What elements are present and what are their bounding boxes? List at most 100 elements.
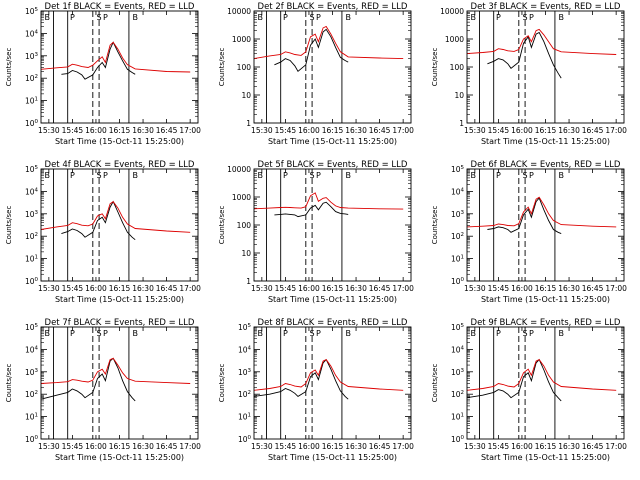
y-tick-label: 100 [25, 435, 39, 444]
region-marker: S [523, 329, 528, 338]
chart-panel-3: Det 3f BLACK = Events, RED = LLD Counts/s… [431, 2, 627, 146]
x-tick-label: 15:45 [488, 284, 510, 293]
region-marker: B [558, 13, 564, 22]
x-tick-label: 15:45 [488, 442, 510, 451]
region-marker: B [471, 171, 477, 180]
x-axis-label: Start Time (15-Oct-11 15:25:00) [268, 137, 397, 146]
lld-series-line [466, 359, 617, 391]
chart-panel-7: Det 7f BLACK = Events, RED = LLD Counts/s… [5, 318, 201, 462]
region-marker: P [70, 329, 75, 338]
region-marker: S [97, 13, 102, 22]
region-marker: S [310, 329, 315, 338]
y-tick-label: 101 [238, 413, 251, 422]
x-tick-label: 17:00 [179, 126, 201, 135]
plot-frame [253, 168, 412, 282]
chart-panel-9: Det 9f BLACK = Events, RED = LLD Counts/s… [431, 318, 627, 462]
x-axis-label: Start Time (15-Oct-11 15:25:00) [55, 295, 184, 304]
region-marker: B [132, 171, 138, 180]
lld-series-line [253, 25, 404, 60]
x-tick-label: 15:45 [62, 442, 84, 451]
y-tick-label: 100 [451, 277, 465, 286]
y-tick-label: 103 [451, 210, 465, 219]
region-marker: B [45, 13, 51, 22]
y-tick-label: 103 [238, 368, 252, 377]
y-axis-label: Counts/sec [218, 364, 226, 403]
events-series-line [487, 31, 562, 79]
x-tick-label: 17:00 [179, 284, 201, 293]
x-tick-label: 16:45 [369, 126, 391, 135]
x-axis-label: Start Time (15-Oct-11 15:25:00) [55, 453, 184, 462]
events-series-line [40, 357, 136, 402]
region-marker: P [70, 13, 75, 22]
events-series-line [274, 28, 349, 72]
events-series-line [274, 201, 349, 218]
y-tick-label: 105 [238, 323, 252, 332]
y-tick-label: 102 [25, 232, 38, 241]
x-tick-label: 16:30 [558, 126, 580, 135]
chart-panel-6: Det 6f BLACK = Events, RED = LLD Counts/s… [431, 160, 627, 304]
y-tick-label: 103 [25, 210, 39, 219]
region-marker: P [529, 171, 534, 180]
x-tick-label: 16:15 [109, 284, 131, 293]
region-marker: P [496, 13, 501, 22]
region-marker: P [103, 13, 108, 22]
y-tick-label: 102 [238, 390, 251, 399]
y-tick-label: 103 [25, 368, 39, 377]
y-tick-label: 105 [25, 7, 39, 16]
y-tick-label: 101 [25, 413, 38, 422]
region-marker: B [471, 13, 477, 22]
plot-frame [253, 10, 412, 124]
y-tick-label: 100 [25, 277, 39, 286]
y-tick-label: 1 [246, 277, 251, 286]
x-tick-label: 16:45 [156, 442, 178, 451]
y-axis-label: Counts/sec [5, 364, 13, 403]
region-marker: B [558, 171, 564, 180]
x-tick-label: 17:00 [179, 442, 201, 451]
y-axis-label: Counts/sec [431, 48, 439, 87]
x-tick-label: 16:30 [345, 126, 367, 135]
y-axis-label: Counts/sec [218, 206, 226, 245]
x-tick-label: 16:45 [369, 442, 391, 451]
y-tick-label: 104 [451, 345, 465, 354]
region-marker: P [283, 329, 288, 338]
x-tick-label: 16:30 [345, 442, 367, 451]
events-series-line [466, 358, 562, 402]
chart-title: Det 6f BLACK = Events, RED = LLD [471, 160, 621, 170]
y-tick-label: 1000 [445, 35, 464, 44]
plot-frame [40, 10, 199, 124]
region-marker: B [345, 13, 351, 22]
chart-title: Det 5f BLACK = Events, RED = LLD [258, 160, 408, 170]
y-tick-label: 1 [246, 119, 251, 128]
y-tick-label: 100 [451, 435, 465, 444]
x-tick-label: 16:15 [322, 442, 344, 451]
region-marker: S [97, 329, 102, 338]
y-tick-label: 104 [238, 345, 252, 354]
events-series-line [487, 197, 562, 235]
x-tick-label: 16:15 [322, 126, 344, 135]
region-marker: B [45, 329, 51, 338]
x-axis-label: Start Time (15-Oct-11 15:25:00) [481, 453, 610, 462]
x-axis-label: Start Time (15-Oct-11 15:25:00) [55, 137, 184, 146]
x-tick-label: 16:30 [132, 284, 154, 293]
events-series-line [61, 41, 136, 80]
y-axis-label: Counts/sec [431, 206, 439, 245]
x-tick-label: 16:15 [109, 442, 131, 451]
y-tick-label: 103 [25, 52, 39, 61]
x-tick-label: 16:30 [345, 284, 367, 293]
x-axis-label: Start Time (15-Oct-11 15:25:00) [481, 295, 610, 304]
plot-frame [466, 10, 625, 124]
region-marker: P [316, 171, 321, 180]
x-tick-label: 15:45 [62, 284, 84, 293]
chart-title: Det 7f BLACK = Events, RED = LLD [45, 318, 195, 328]
x-tick-label: 15:45 [275, 126, 297, 135]
lld-series-line [253, 359, 404, 391]
y-tick-label: 101 [451, 255, 464, 264]
y-tick-label: 102 [25, 74, 38, 83]
region-marker: B [345, 329, 351, 338]
y-tick-label: 10000 [227, 7, 251, 16]
x-tick-label: 16:45 [582, 442, 604, 451]
region-marker: B [132, 13, 138, 22]
x-tick-label: 16:30 [558, 442, 580, 451]
x-tick-label: 15:45 [275, 284, 297, 293]
